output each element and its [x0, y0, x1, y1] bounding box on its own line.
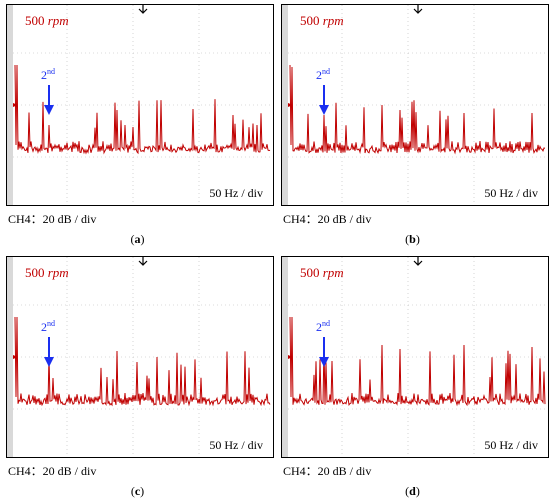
panel-a: 500 rpm 2nd 50 Hz / div CH4：20 dB / div … [0, 0, 275, 252]
trigger-arrow-icon [413, 5, 423, 14]
speed-label: 500 rpm [25, 265, 69, 280]
spectrum-trace [14, 316, 271, 407]
panel-caption: (b) [405, 232, 420, 246]
frequency-scale-label: 50 Hz / div [484, 438, 538, 452]
spectrum-screen: 500 rpm 2nd 50 Hz / div [6, 256, 274, 458]
panel-caption: (c) [130, 484, 145, 498]
spectrum-screen: 500 rpm 2nd 50 Hz / div [281, 4, 549, 206]
spectrum-trace [14, 64, 271, 155]
panel-d: 500 rpm 2nd 50 Hz / div CH4：20 dB / div … [275, 252, 550, 504]
spectrum-plot [7, 257, 273, 457]
spectrum-trace [289, 316, 546, 407]
spectrum-screen: 500 rpm 2nd 50 Hz / div [6, 4, 274, 206]
screen-left-bar [282, 5, 288, 205]
amplitude-scale-label: CH4：20 dB / div [283, 212, 372, 226]
panel-caption: (a) [130, 232, 145, 246]
trigger-arrow-icon [138, 5, 148, 14]
harmonic-arrowhead-icon [319, 105, 329, 115]
frequency-scale-label: 50 Hz / div [209, 438, 263, 452]
screen-left-bar [282, 257, 288, 457]
amplitude-scale-label: CH4：20 dB / div [8, 212, 97, 226]
trigger-arrow-icon [413, 257, 423, 266]
spectrum-plot [282, 257, 548, 457]
panel-b: 500 rpm 2nd 50 Hz / div CH4：20 dB / div … [275, 0, 550, 252]
speed-label: 500 rpm [25, 13, 69, 28]
screen-left-bar [7, 5, 13, 205]
amplitude-scale-label: CH4：20 dB / div [283, 464, 372, 478]
spectrum-plot [282, 5, 548, 205]
speed-label: 500 rpm [300, 13, 344, 28]
harmonic-arrowhead-icon [319, 357, 329, 367]
harmonic-label: 2nd [41, 67, 55, 82]
spectrum-screen: 500 rpm 2nd 50 Hz / div [281, 256, 549, 458]
spectrum-plot [7, 5, 273, 205]
panel-caption: (d) [405, 484, 420, 498]
spectrum-trace [289, 64, 546, 155]
speed-label: 500 rpm [300, 265, 344, 280]
frequency-scale-label: 50 Hz / div [209, 186, 263, 200]
frequency-scale-label: 50 Hz / div [484, 186, 538, 200]
harmonic-arrowhead-icon [44, 357, 54, 367]
harmonic-label: 2nd [41, 319, 55, 334]
harmonic-arrowhead-icon [44, 105, 54, 115]
amplitude-scale-label: CH4：20 dB / div [8, 464, 97, 478]
screen-left-bar [7, 257, 13, 457]
panel-c: 500 rpm 2nd 50 Hz / div CH4：20 dB / div … [0, 252, 275, 504]
trigger-arrow-icon [138, 257, 148, 266]
harmonic-label: 2nd [316, 67, 330, 82]
harmonic-label: 2nd [316, 319, 330, 334]
